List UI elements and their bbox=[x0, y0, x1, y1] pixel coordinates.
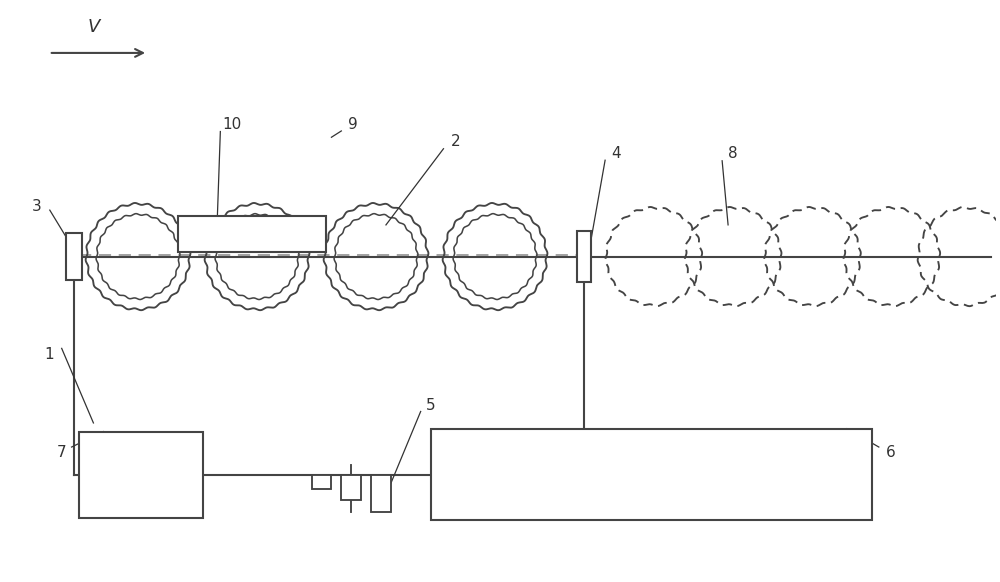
Bar bbox=[431, 429, 872, 520]
Bar bbox=[341, 474, 361, 501]
Text: 7: 7 bbox=[57, 445, 66, 460]
Text: 6: 6 bbox=[886, 445, 896, 460]
Text: 1: 1 bbox=[44, 347, 54, 361]
Bar bbox=[371, 474, 391, 512]
Bar bbox=[79, 431, 202, 517]
Bar bbox=[577, 231, 591, 282]
Text: 2: 2 bbox=[451, 134, 460, 150]
Bar bbox=[178, 217, 326, 252]
Bar bbox=[312, 474, 331, 489]
Text: 10: 10 bbox=[223, 117, 242, 132]
Text: 4: 4 bbox=[611, 146, 621, 161]
Text: 8: 8 bbox=[728, 146, 738, 161]
Text: V: V bbox=[87, 18, 100, 36]
Bar bbox=[66, 233, 82, 280]
Text: 9: 9 bbox=[348, 117, 358, 132]
Text: 5: 5 bbox=[426, 398, 435, 413]
Text: 3: 3 bbox=[32, 198, 42, 214]
